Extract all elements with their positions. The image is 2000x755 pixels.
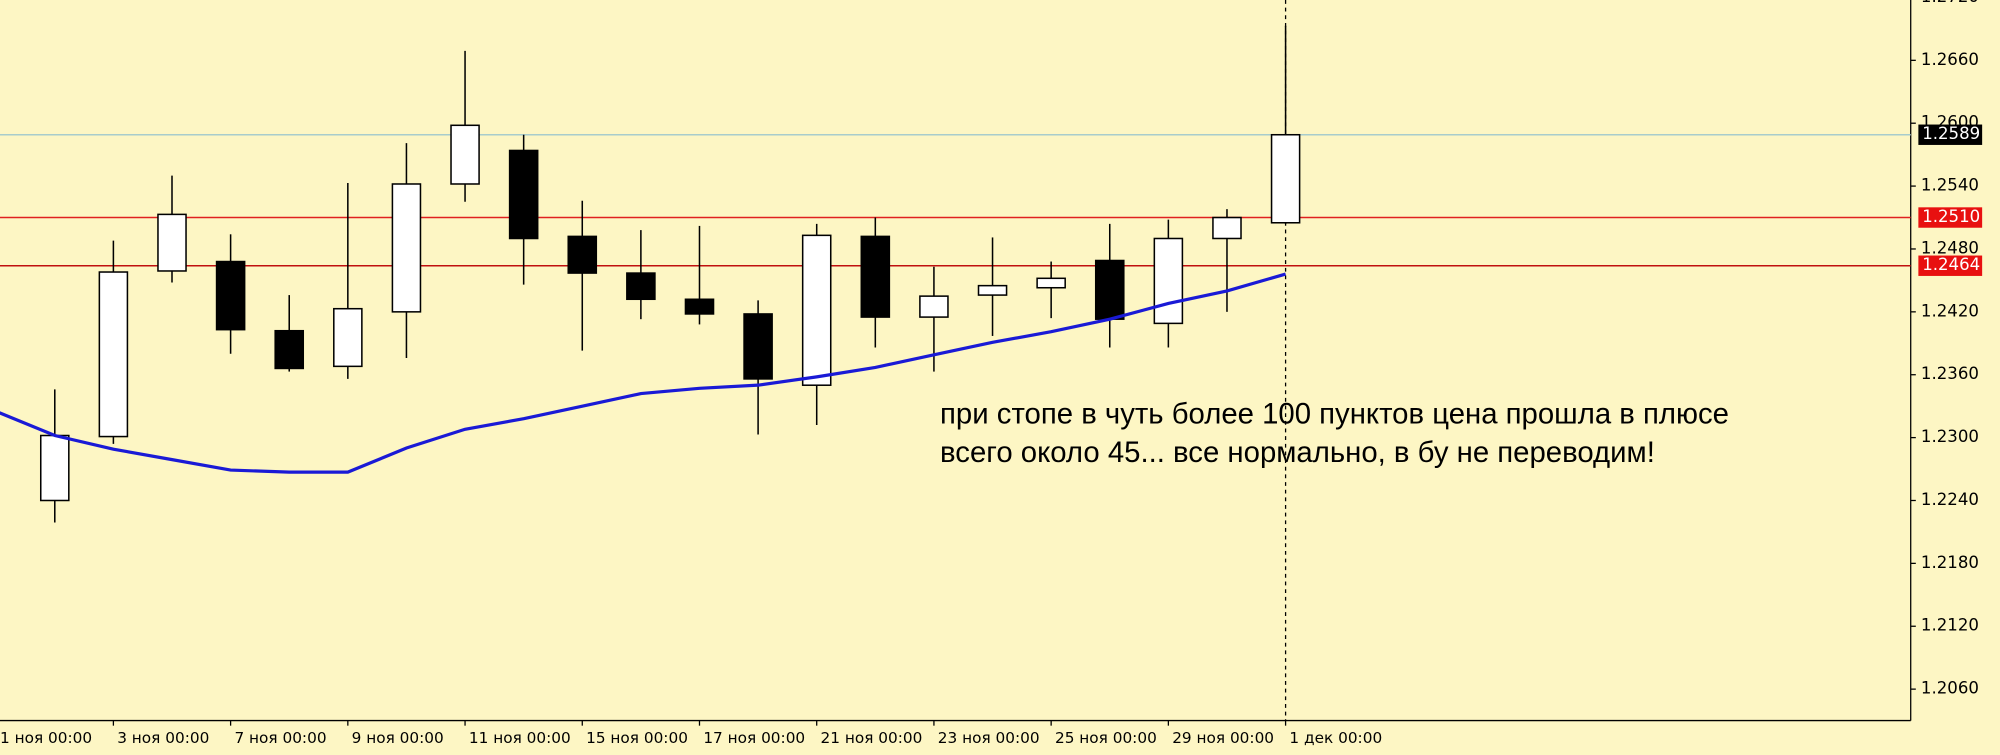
candle-body xyxy=(743,313,773,380)
candle-body xyxy=(977,284,1008,296)
x-tick-label: 7 ноя 00:00 xyxy=(234,729,326,747)
y-tick-label: 1.2180 xyxy=(1921,553,1979,572)
x-tick-label: 1 дек 00:00 xyxy=(1289,729,1382,747)
y-tick-label: 1.2420 xyxy=(1921,301,1979,320)
y-tick-label: 1.2540 xyxy=(1921,176,1979,195)
annotation: при стопе в чуть более 100 пунктов цена … xyxy=(940,398,1729,431)
candle-body xyxy=(801,234,832,386)
level-label: 1.2510 xyxy=(1922,207,1980,226)
candle-body xyxy=(391,183,422,313)
y-tick-label: 1.2060 xyxy=(1921,679,1979,698)
x-tick-label: 17 ноя 00:00 xyxy=(703,729,805,747)
candle-body xyxy=(860,235,891,318)
x-tick-label: 15 ноя 00:00 xyxy=(586,729,688,747)
candle-body xyxy=(1153,237,1184,325)
candle-body xyxy=(1212,216,1242,240)
candle-body xyxy=(1036,277,1066,289)
x-tick-label: 11 ноя 00:00 xyxy=(469,729,571,747)
level-label-box xyxy=(1918,255,1983,276)
candle-body xyxy=(98,271,129,438)
y-tick-label: 1.2360 xyxy=(1921,364,1979,383)
y-tick-label: 1.2660 xyxy=(1921,50,1979,69)
level-label-box xyxy=(1918,207,1983,228)
level-label: 1.2589 xyxy=(1922,124,1980,143)
x-tick-label: 25 ноя 00:00 xyxy=(1055,729,1157,747)
x-tick-label: 29 ноя 00:00 xyxy=(1172,729,1274,747)
candle-body xyxy=(450,124,480,185)
level-label: 1.2464 xyxy=(1922,255,1980,274)
candle-body xyxy=(333,307,363,368)
candle-body xyxy=(157,213,187,272)
y-tick-label: 1.2720 xyxy=(1921,0,1979,6)
y-tick-label: 1.2240 xyxy=(1921,490,1979,509)
x-tick-label: 3 ноя 00:00 xyxy=(117,729,209,747)
candle-body xyxy=(1270,133,1301,224)
x-tick-label: 1 ноя 00:00 xyxy=(0,729,92,747)
candle-body xyxy=(684,298,715,315)
candle-body xyxy=(39,434,70,502)
level-label-box xyxy=(1918,124,1983,145)
candle-body xyxy=(626,272,656,301)
candle-body xyxy=(508,149,539,240)
y-tick-label: 1.2120 xyxy=(1921,616,1979,635)
x-tick-label: 9 ноя 00:00 xyxy=(352,729,444,747)
moving-average xyxy=(0,272,1287,474)
annotation: всего около 45... все нормально, в бу не… xyxy=(940,436,1655,469)
candle-body xyxy=(567,235,598,274)
x-tick-label: 23 ноя 00:00 xyxy=(938,729,1040,747)
y-tick-label: 1.2300 xyxy=(1921,427,1979,446)
candle-body xyxy=(215,260,246,331)
candle-body xyxy=(919,295,949,318)
x-tick-label: 21 ноя 00:00 xyxy=(821,729,923,747)
y-tick-label: 1.2480 xyxy=(1921,238,1979,257)
candle-body xyxy=(274,329,305,370)
candle-body xyxy=(1094,259,1125,320)
